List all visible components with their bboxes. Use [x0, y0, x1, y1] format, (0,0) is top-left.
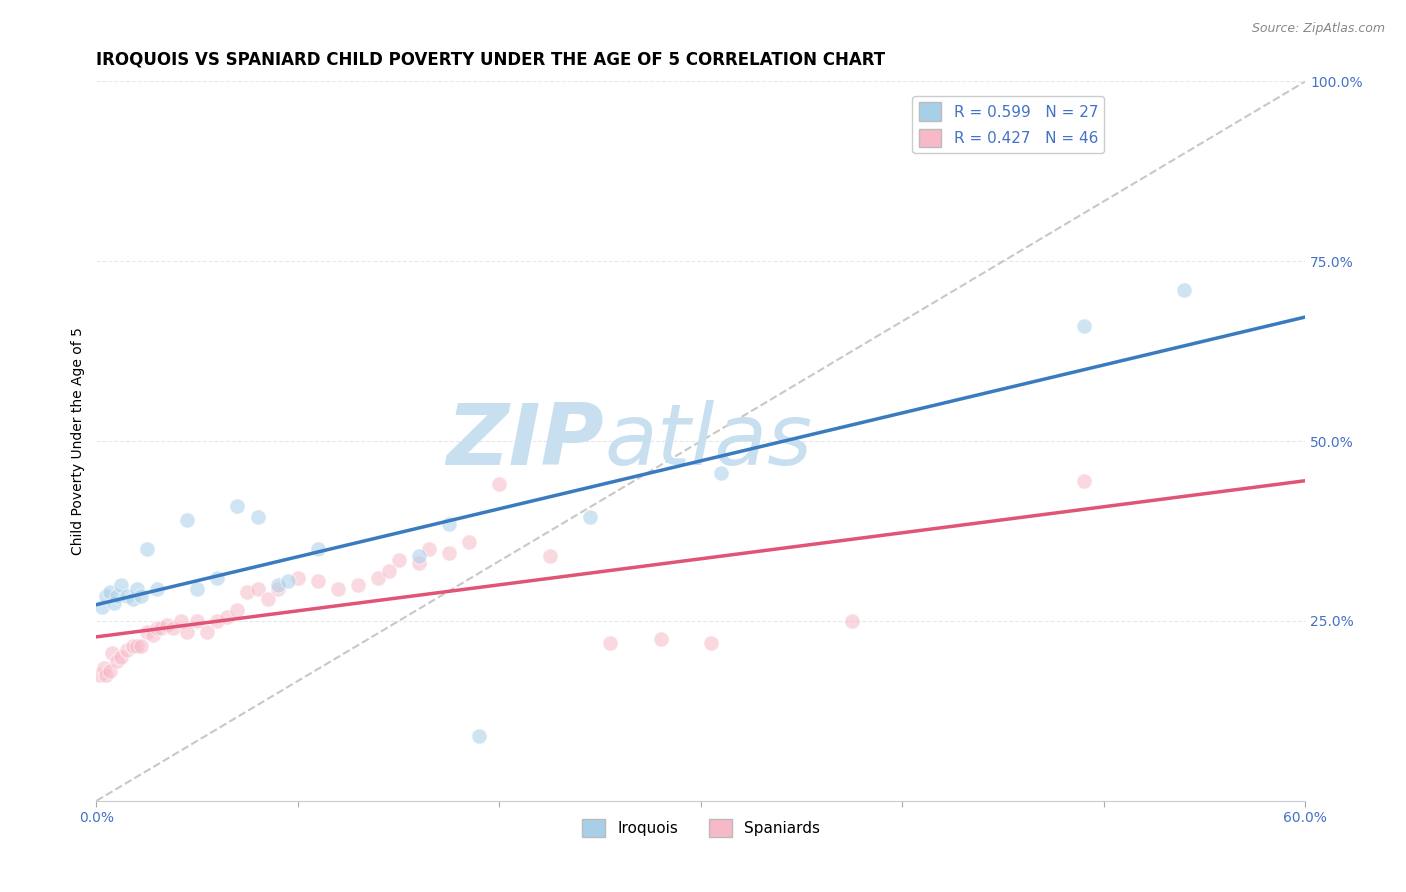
- Point: [307, 542, 329, 557]
- Point: [328, 582, 350, 596]
- Point: [96, 589, 118, 603]
- Point: [367, 571, 389, 585]
- Point: [135, 542, 157, 557]
- Point: [142, 628, 165, 642]
- Point: [105, 654, 128, 668]
- Point: [408, 549, 430, 564]
- Point: [287, 571, 309, 585]
- Point: [599, 635, 621, 649]
- Point: [186, 614, 208, 628]
- Point: [437, 516, 460, 531]
- Point: [377, 564, 399, 578]
- Point: [135, 624, 157, 639]
- Point: [207, 571, 229, 585]
- Y-axis label: Child Poverty Under the Age of 5: Child Poverty Under the Age of 5: [72, 327, 86, 555]
- Point: [226, 499, 249, 513]
- Point: [110, 578, 132, 592]
- Point: [307, 574, 329, 589]
- Point: [579, 509, 602, 524]
- Point: [176, 513, 198, 527]
- Point: [226, 603, 249, 617]
- Text: IROQUOIS VS SPANIARD CHILD POVERTY UNDER THE AGE OF 5 CORRELATION CHART: IROQUOIS VS SPANIARD CHILD POVERTY UNDER…: [97, 51, 886, 69]
- Point: [129, 589, 152, 603]
- Point: [841, 614, 863, 628]
- Point: [710, 467, 733, 481]
- Point: [129, 639, 152, 653]
- Point: [115, 589, 138, 603]
- Point: [110, 650, 132, 665]
- Point: [267, 578, 290, 592]
- Point: [149, 621, 172, 635]
- Point: [1073, 474, 1095, 488]
- Point: [1073, 318, 1095, 333]
- Text: Source: ZipAtlas.com: Source: ZipAtlas.com: [1251, 22, 1385, 36]
- Point: [700, 635, 723, 649]
- Point: [1173, 283, 1195, 297]
- Point: [207, 614, 229, 628]
- Point: [101, 646, 124, 660]
- Point: [256, 592, 278, 607]
- Point: [267, 582, 290, 596]
- Point: [100, 585, 122, 599]
- Point: [246, 509, 269, 524]
- Point: [186, 582, 208, 596]
- Point: [437, 546, 460, 560]
- Point: [650, 632, 672, 646]
- Point: [91, 599, 114, 614]
- Text: ZIP: ZIP: [447, 400, 605, 483]
- Point: [93, 661, 115, 675]
- Point: [103, 596, 125, 610]
- Point: [100, 665, 122, 679]
- Point: [408, 557, 430, 571]
- Point: [170, 614, 193, 628]
- Point: [121, 639, 143, 653]
- Point: [246, 582, 269, 596]
- Point: [115, 642, 138, 657]
- Point: [89, 668, 111, 682]
- Point: [176, 624, 198, 639]
- Point: [195, 624, 218, 639]
- Point: [146, 621, 169, 635]
- Point: [458, 534, 481, 549]
- Point: [488, 477, 510, 491]
- Point: [388, 553, 411, 567]
- Point: [156, 617, 179, 632]
- Point: [96, 668, 118, 682]
- Point: [217, 610, 239, 624]
- Point: [105, 589, 128, 603]
- Point: [347, 578, 370, 592]
- Text: atlas: atlas: [605, 400, 813, 483]
- Point: [162, 621, 184, 635]
- Point: [418, 542, 440, 557]
- Point: [236, 585, 259, 599]
- Point: [277, 574, 299, 589]
- Point: [468, 729, 491, 743]
- Point: [538, 549, 561, 564]
- Legend: Iroquois, Spaniards: Iroquois, Spaniards: [576, 813, 825, 844]
- Point: [125, 582, 148, 596]
- Point: [125, 639, 148, 653]
- Point: [146, 582, 169, 596]
- Point: [121, 592, 143, 607]
